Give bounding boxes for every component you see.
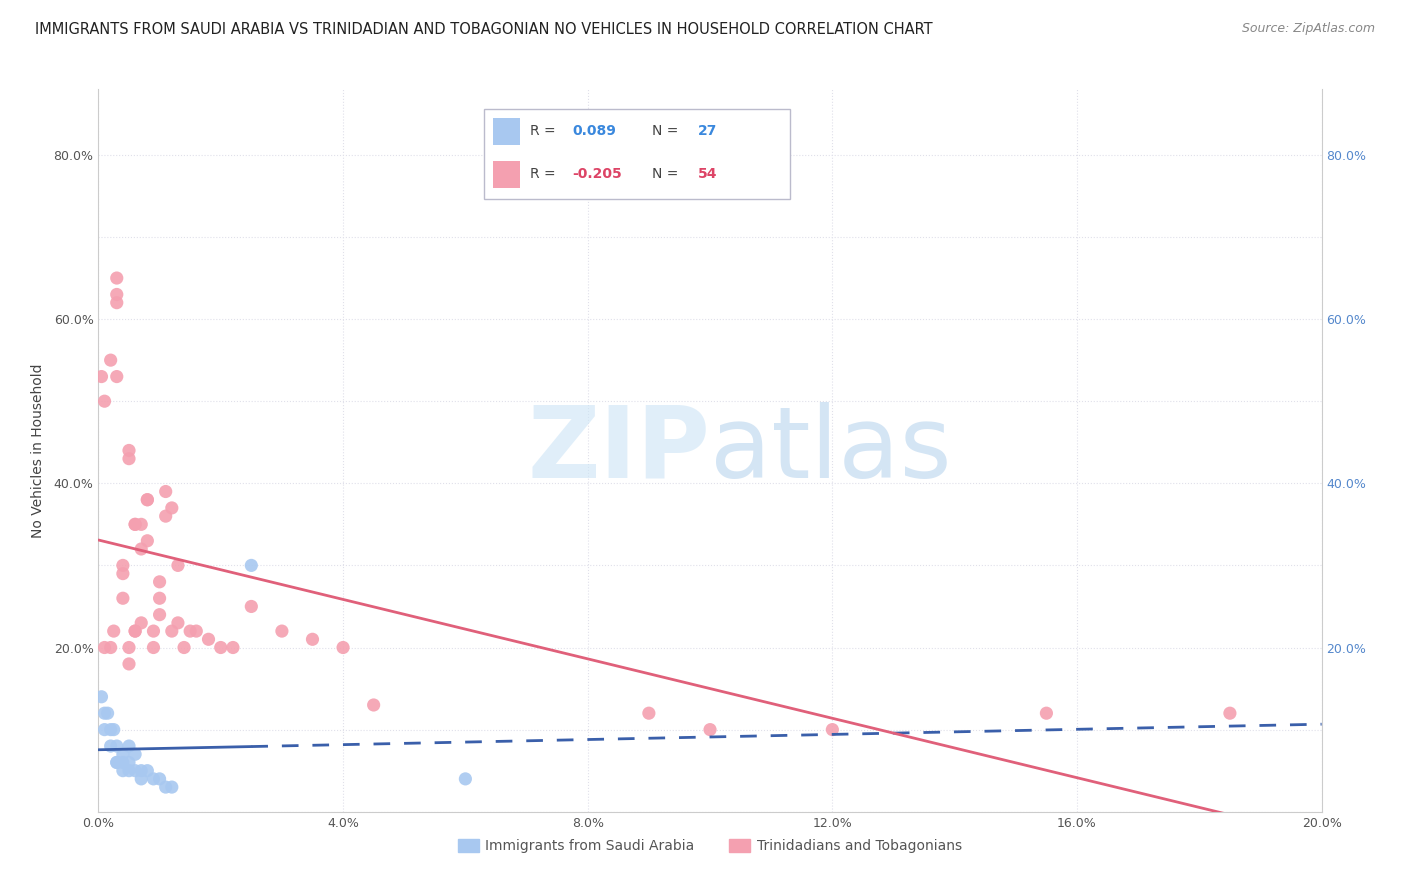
Point bbox=[149, 591, 172, 606]
Text: IMMIGRANTS FROM SAUDI ARABIA VS TRINIDADIAN AND TOBAGONIAN NO VEHICLES IN HOUSEH: IMMIGRANTS FROM SAUDI ARABIA VS TRINIDAD… bbox=[35, 22, 932, 37]
Point bbox=[111, 566, 134, 581]
Point bbox=[129, 764, 152, 778]
Point bbox=[454, 772, 477, 786]
Point bbox=[111, 747, 134, 762]
Point bbox=[111, 591, 134, 606]
Point bbox=[363, 698, 385, 712]
Point bbox=[821, 723, 844, 737]
Legend: Immigrants from Saudi Arabia, Trinidadians and Tobagonians: Immigrants from Saudi Arabia, Trinidadia… bbox=[453, 834, 967, 859]
Point bbox=[142, 624, 165, 639]
Point bbox=[149, 607, 172, 622]
Text: atlas: atlas bbox=[710, 402, 952, 499]
Point bbox=[103, 723, 125, 737]
Point bbox=[129, 517, 152, 532]
Point bbox=[118, 451, 141, 466]
Point bbox=[129, 615, 152, 630]
Point bbox=[222, 640, 245, 655]
Point bbox=[93, 394, 115, 409]
Point bbox=[111, 756, 134, 770]
Point bbox=[97, 706, 120, 721]
Point bbox=[160, 500, 183, 515]
Point bbox=[90, 369, 112, 384]
Point bbox=[105, 287, 128, 301]
Point bbox=[160, 624, 183, 639]
Point bbox=[105, 756, 128, 770]
Point bbox=[100, 640, 122, 655]
Point bbox=[124, 747, 146, 762]
Point bbox=[129, 772, 152, 786]
Point bbox=[105, 271, 128, 285]
Point bbox=[699, 723, 721, 737]
Point bbox=[136, 533, 159, 548]
Point bbox=[100, 353, 122, 368]
Point bbox=[142, 772, 165, 786]
Point bbox=[124, 624, 146, 639]
Point bbox=[332, 640, 354, 655]
Point bbox=[118, 756, 141, 770]
Point bbox=[167, 558, 190, 573]
Point bbox=[105, 756, 128, 770]
Point bbox=[637, 706, 661, 721]
Point bbox=[179, 624, 201, 639]
Point bbox=[155, 484, 177, 499]
Point bbox=[124, 517, 146, 532]
Point bbox=[1219, 706, 1241, 721]
Point bbox=[118, 640, 141, 655]
Point bbox=[186, 624, 208, 639]
Point bbox=[155, 509, 177, 524]
Point bbox=[118, 657, 141, 671]
Text: ZIP: ZIP bbox=[527, 402, 710, 499]
Point bbox=[160, 780, 183, 794]
Point bbox=[270, 624, 292, 639]
Point bbox=[90, 690, 112, 704]
Point bbox=[1035, 706, 1057, 721]
Point bbox=[118, 764, 141, 778]
Point bbox=[105, 739, 128, 753]
Point bbox=[197, 632, 219, 647]
Point bbox=[93, 723, 115, 737]
Point bbox=[209, 640, 232, 655]
Point bbox=[100, 739, 122, 753]
Point bbox=[93, 640, 115, 655]
Y-axis label: No Vehicles in Household: No Vehicles in Household bbox=[31, 363, 45, 538]
Text: Source: ZipAtlas.com: Source: ZipAtlas.com bbox=[1241, 22, 1375, 36]
Point bbox=[136, 492, 159, 507]
Point bbox=[118, 739, 141, 753]
Point bbox=[105, 295, 128, 310]
Point bbox=[129, 541, 152, 556]
Point bbox=[155, 780, 177, 794]
Point bbox=[240, 558, 263, 573]
Point bbox=[105, 369, 128, 384]
Point bbox=[136, 764, 159, 778]
Point bbox=[173, 640, 195, 655]
Point bbox=[103, 624, 125, 639]
Point bbox=[93, 706, 115, 721]
Point bbox=[118, 443, 141, 458]
Point bbox=[167, 615, 190, 630]
Point bbox=[111, 764, 134, 778]
Point bbox=[149, 574, 172, 589]
Point bbox=[301, 632, 323, 647]
Point bbox=[100, 723, 122, 737]
Point bbox=[142, 640, 165, 655]
Point bbox=[124, 764, 146, 778]
Point bbox=[240, 599, 263, 614]
Point bbox=[149, 772, 172, 786]
Point bbox=[124, 624, 146, 639]
Point bbox=[136, 492, 159, 507]
Point bbox=[111, 558, 134, 573]
Point bbox=[124, 517, 146, 532]
